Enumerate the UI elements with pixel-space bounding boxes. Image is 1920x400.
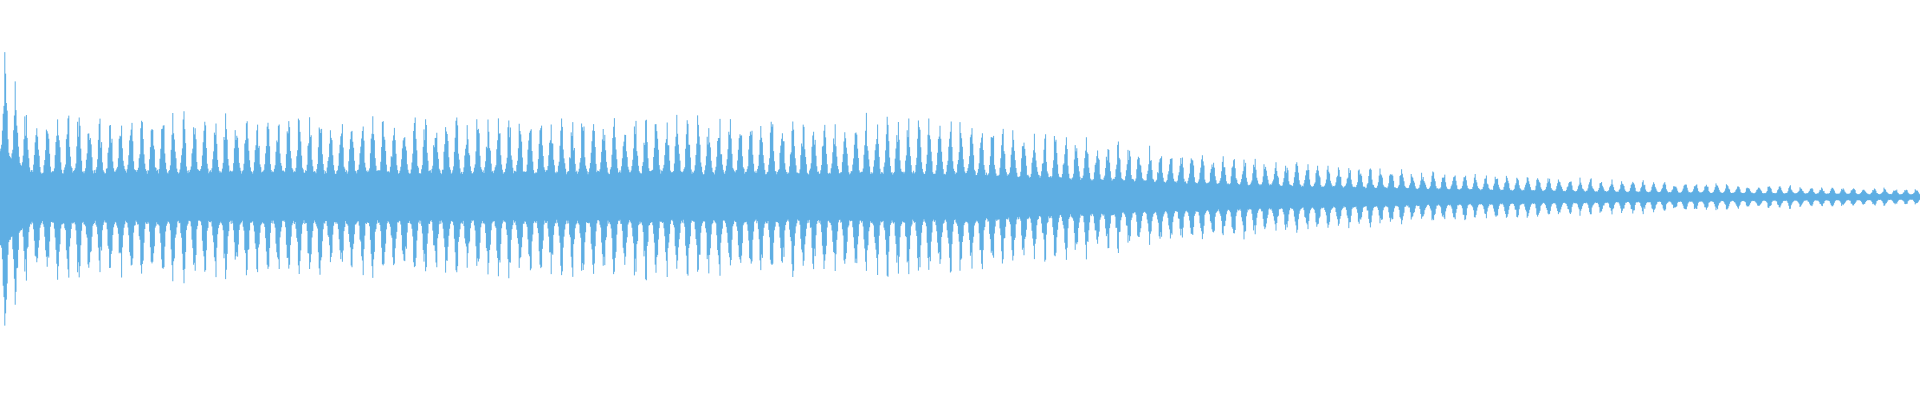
waveform: [0, 52, 1920, 326]
